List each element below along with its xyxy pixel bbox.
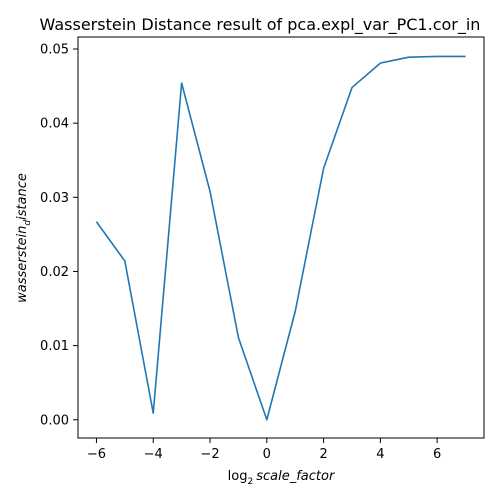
chart-title: Wasserstein Distance result of pca.expl_…: [40, 15, 481, 35]
y-tick-label: 0.00: [40, 413, 69, 428]
x-tick-label: −2: [200, 447, 219, 462]
x-tick-label: 4: [376, 447, 384, 462]
series-line: [95, 55, 466, 421]
x-tick-label: 0: [263, 447, 271, 462]
plot-area: [95, 55, 466, 421]
x-tick-label: 6: [433, 447, 441, 462]
x-tick-label: 2: [319, 447, 327, 462]
y-axis: 0.00 0.01 0.02 0.03 0.04 0.05: [40, 43, 78, 428]
y-tick-label: 0.01: [40, 339, 69, 354]
x-tick-label: −4: [144, 447, 163, 462]
x-axis-label: log2 scale_factor: [228, 469, 336, 487]
y-axis-label: wassersteindistance: [15, 173, 33, 303]
y-tick-label: 0.03: [40, 191, 69, 206]
plot-frame: [77, 36, 485, 439]
y-tick-label: 0.04: [40, 117, 69, 132]
y-tick-label: 0.05: [40, 43, 69, 58]
y-tick-label: 0.02: [40, 265, 69, 280]
x-tick-label: −6: [87, 447, 106, 462]
x-axis: −6 −4 −2 0 2 4 6: [87, 438, 441, 462]
